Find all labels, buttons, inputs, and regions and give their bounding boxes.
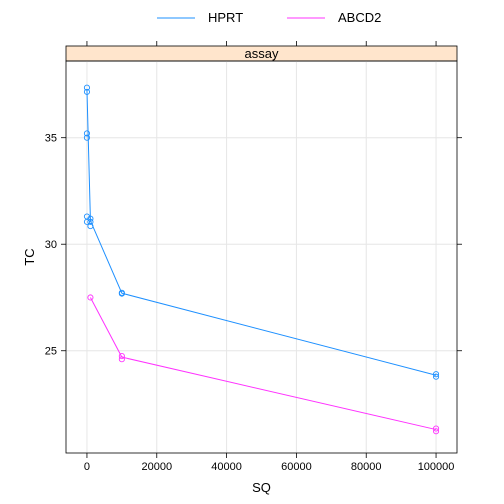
- series-hprt: [83, 84, 440, 380]
- series-abcd2: [87, 294, 440, 435]
- data-point: [87, 218, 94, 225]
- data-point: [118, 290, 125, 297]
- y-tick-label: 25: [45, 346, 57, 358]
- y-tick-label: 35: [45, 133, 57, 145]
- data-point: [83, 130, 90, 137]
- data-point: [433, 428, 440, 435]
- y-tick-label: 30: [45, 239, 57, 251]
- x-tick-label: 60000: [281, 461, 312, 473]
- data-point: [83, 88, 90, 95]
- panel-title: assay: [245, 46, 279, 61]
- legend-label: ABCD2: [338, 10, 381, 25]
- legend: HPRT ABCD2: [157, 10, 381, 25]
- data-point: [87, 215, 94, 222]
- x-tick-label: 40000: [211, 461, 242, 473]
- data-point: [433, 425, 440, 432]
- x-tick-label: 100000: [418, 461, 455, 473]
- axes: 0 20000 40000 60000 80000 100000 25 30 35: [45, 41, 462, 473]
- data-point: [433, 371, 440, 378]
- data-point: [433, 373, 440, 380]
- data-point: [83, 84, 90, 91]
- x-tick-label: 20000: [141, 461, 172, 473]
- data-point: [87, 223, 94, 230]
- data-point: [87, 294, 94, 301]
- x-axis-title: SQ: [252, 480, 271, 495]
- x-tick-label: 80000: [351, 461, 382, 473]
- grid: [66, 61, 457, 453]
- series-layer: [83, 84, 440, 435]
- data-point: [118, 356, 125, 363]
- series-line: [89, 297, 437, 431]
- x-tick-label: 0: [84, 461, 90, 473]
- data-point: [118, 353, 125, 360]
- panel-border: [65, 60, 458, 454]
- y-axis-title: TC: [22, 248, 37, 265]
- data-point: [83, 218, 90, 225]
- data-point: [83, 134, 90, 141]
- series-line: [86, 89, 437, 376]
- legend-label: HPRT: [208, 10, 243, 25]
